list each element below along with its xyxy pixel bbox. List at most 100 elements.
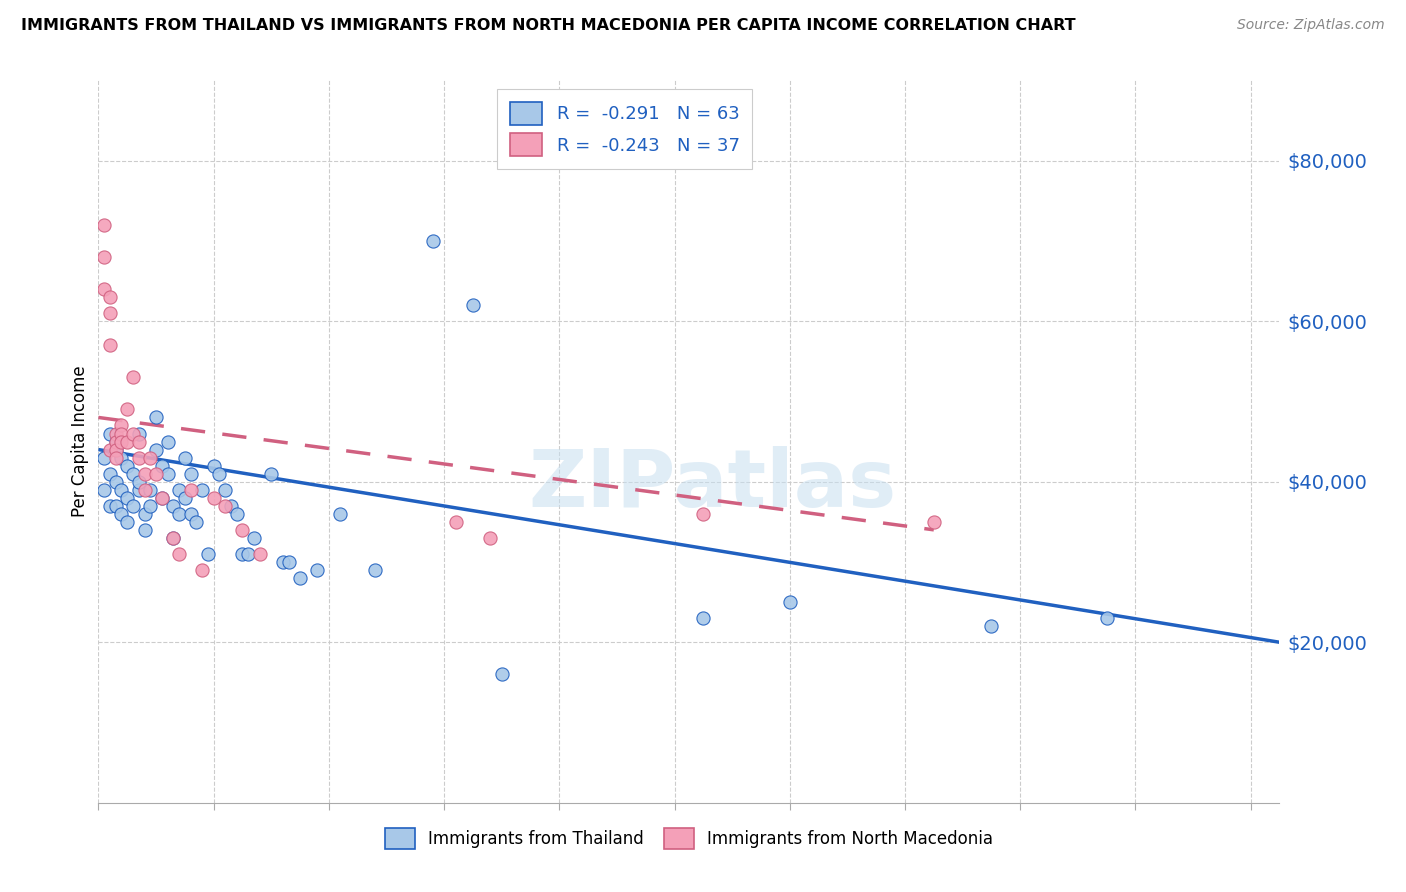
- Point: [329, 507, 352, 521]
- Point: [491, 667, 513, 681]
- Point: [162, 531, 184, 545]
- Point: [110, 434, 132, 449]
- Point: [139, 450, 162, 465]
- Point: [219, 499, 242, 513]
- Point: [98, 306, 121, 320]
- Point: [922, 515, 945, 529]
- Point: [104, 475, 127, 489]
- Point: [208, 467, 231, 481]
- Point: [167, 547, 190, 561]
- Point: [225, 507, 247, 521]
- Point: [307, 563, 329, 577]
- Point: [479, 531, 502, 545]
- Legend: Immigrants from Thailand, Immigrants from North Macedonia: Immigrants from Thailand, Immigrants fro…: [378, 822, 1000, 856]
- Point: [214, 483, 236, 497]
- Point: [134, 523, 156, 537]
- Point: [180, 507, 202, 521]
- Point: [243, 531, 266, 545]
- Point: [186, 515, 208, 529]
- Point: [128, 434, 150, 449]
- Point: [422, 234, 444, 248]
- Point: [104, 442, 127, 457]
- Point: [93, 250, 115, 264]
- Point: [202, 491, 225, 505]
- Point: [93, 483, 115, 497]
- Point: [231, 523, 253, 537]
- Point: [115, 515, 138, 529]
- Point: [104, 442, 127, 457]
- Point: [134, 507, 156, 521]
- Point: [134, 483, 156, 497]
- Point: [277, 555, 299, 569]
- Point: [110, 483, 132, 497]
- Point: [150, 458, 173, 473]
- Point: [156, 434, 179, 449]
- Point: [104, 434, 127, 449]
- Point: [139, 499, 162, 513]
- Point: [104, 499, 127, 513]
- Point: [104, 450, 127, 465]
- Point: [214, 499, 236, 513]
- Point: [128, 450, 150, 465]
- Point: [98, 290, 121, 304]
- Point: [444, 515, 467, 529]
- Point: [93, 218, 115, 232]
- Point: [110, 450, 132, 465]
- Point: [98, 426, 121, 441]
- Point: [202, 458, 225, 473]
- Point: [139, 483, 162, 497]
- Point: [93, 282, 115, 296]
- Point: [115, 434, 138, 449]
- Point: [115, 402, 138, 417]
- Y-axis label: Per Capita Income: Per Capita Income: [70, 366, 89, 517]
- Point: [260, 467, 283, 481]
- Point: [364, 563, 387, 577]
- Point: [128, 483, 150, 497]
- Point: [231, 547, 253, 561]
- Point: [271, 555, 294, 569]
- Point: [692, 611, 714, 625]
- Point: [180, 483, 202, 497]
- Point: [162, 499, 184, 513]
- Point: [98, 467, 121, 481]
- Point: [104, 434, 127, 449]
- Point: [115, 491, 138, 505]
- Point: [145, 410, 167, 425]
- Point: [461, 298, 484, 312]
- Point: [110, 418, 132, 433]
- Point: [191, 563, 214, 577]
- Point: [150, 491, 173, 505]
- Point: [134, 467, 156, 481]
- Point: [238, 547, 260, 561]
- Text: ZIPatlas: ZIPatlas: [529, 446, 897, 524]
- Point: [191, 483, 214, 497]
- Point: [1095, 611, 1118, 625]
- Point: [122, 426, 145, 441]
- Point: [197, 547, 219, 561]
- Point: [779, 595, 801, 609]
- Point: [249, 547, 271, 561]
- Text: Source: ZipAtlas.com: Source: ZipAtlas.com: [1237, 18, 1385, 32]
- Point: [173, 450, 195, 465]
- Point: [145, 467, 167, 481]
- Point: [173, 491, 195, 505]
- Point: [98, 499, 121, 513]
- Text: IMMIGRANTS FROM THAILAND VS IMMIGRANTS FROM NORTH MACEDONIA PER CAPITA INCOME CO: IMMIGRANTS FROM THAILAND VS IMMIGRANTS F…: [21, 18, 1076, 33]
- Point: [288, 571, 311, 585]
- Point: [692, 507, 714, 521]
- Point: [122, 499, 145, 513]
- Point: [980, 619, 1002, 633]
- Point: [93, 450, 115, 465]
- Point: [104, 426, 127, 441]
- Point: [122, 467, 145, 481]
- Point: [145, 442, 167, 457]
- Point: [110, 426, 132, 441]
- Point: [128, 475, 150, 489]
- Point: [167, 483, 190, 497]
- Point: [150, 491, 173, 505]
- Point: [115, 458, 138, 473]
- Point: [156, 467, 179, 481]
- Point: [98, 338, 121, 352]
- Point: [167, 507, 190, 521]
- Point: [98, 442, 121, 457]
